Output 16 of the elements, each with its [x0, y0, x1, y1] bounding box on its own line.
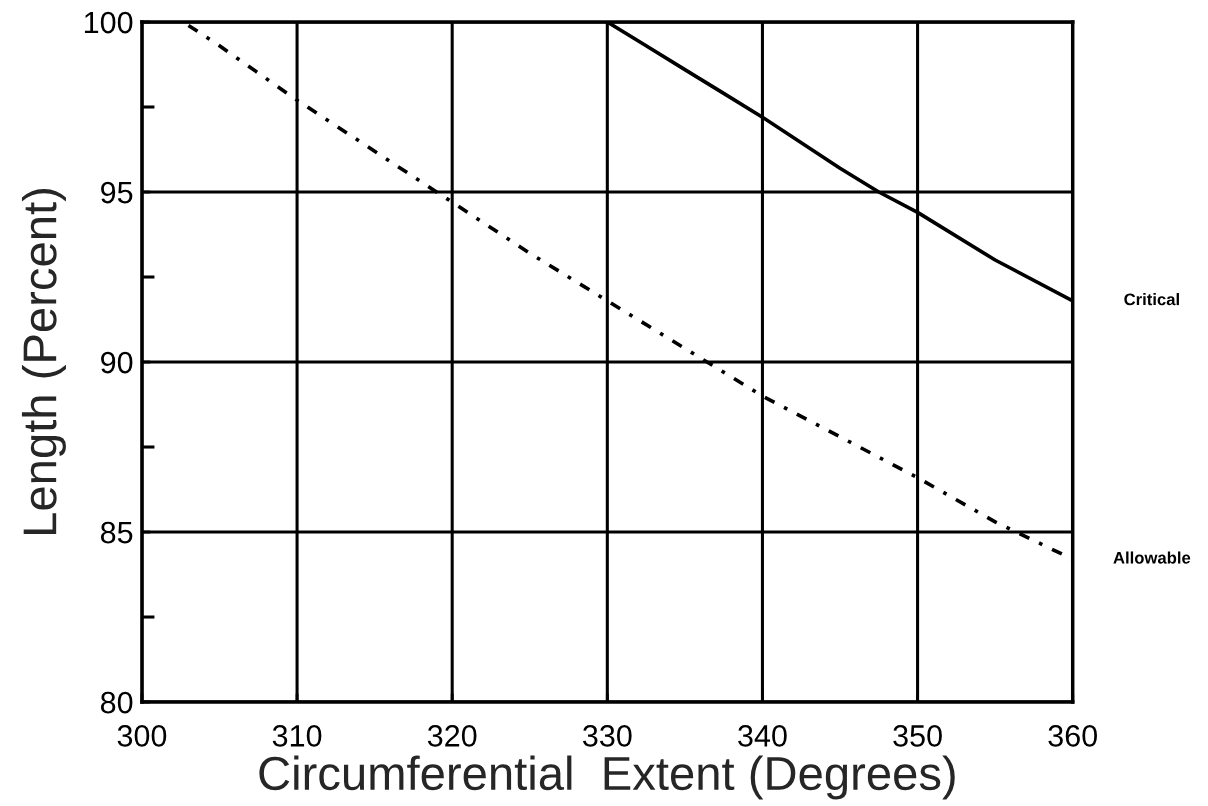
y-tick-label: 85 — [100, 521, 133, 544]
y-tick-label: 95 — [101, 181, 133, 204]
y-axis-title: Length (Percent) — [21, 189, 66, 534]
x-tick-label: 330 — [583, 725, 632, 747]
x-tick-label: 320 — [427, 725, 477, 747]
text: Critical — [1124, 293, 1179, 306]
x-tick-label: 300 — [117, 725, 167, 747]
y-tick-label: 100 — [84, 11, 133, 34]
text: Allowable — [1113, 551, 1191, 564]
y-tick-label: 90 — [101, 351, 133, 374]
x-axis-title: Circumferential Extent (Degrees) — [259, 755, 955, 800]
y-tick-label: 80 — [100, 691, 133, 714]
x-tick-label: 360 — [1048, 725, 1097, 747]
x-tick-label: 310 — [272, 725, 322, 747]
x-tick-label: 340 — [738, 725, 787, 747]
x-tick-label: 350 — [893, 725, 942, 747]
